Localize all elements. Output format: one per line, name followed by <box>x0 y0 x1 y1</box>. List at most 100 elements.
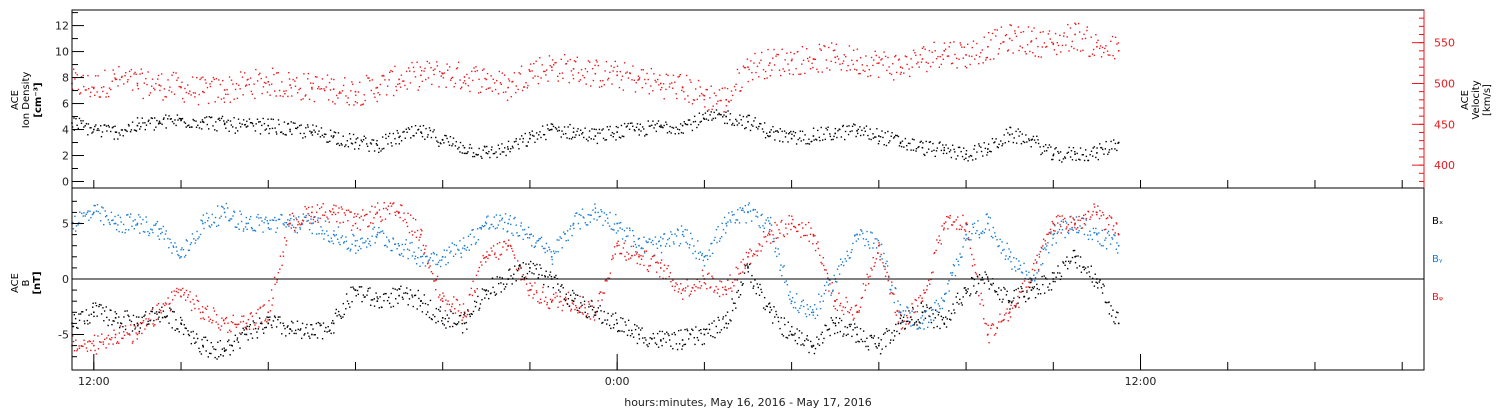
density-sample <box>427 134 429 136</box>
velocity-sample <box>586 70 589 73</box>
bz-sample <box>1060 225 1062 228</box>
bz-sample <box>242 320 245 323</box>
density-sample <box>706 110 709 112</box>
bz-sample <box>124 325 127 327</box>
by-sample <box>1007 258 1009 260</box>
bz-sample <box>574 308 576 311</box>
density-sample <box>183 121 186 123</box>
velocity-sample <box>1040 56 1042 58</box>
velocity-sample <box>539 57 541 59</box>
bz-sample <box>775 237 777 239</box>
density-sample <box>113 138 116 140</box>
density-sample <box>420 132 423 134</box>
velocity-sample <box>304 95 307 97</box>
bx-sample <box>430 318 433 320</box>
by-sample <box>174 242 176 244</box>
by-sample <box>1087 234 1089 236</box>
by-sample <box>1089 230 1091 232</box>
velocity-sample <box>203 91 205 94</box>
by-sample <box>352 233 354 236</box>
density-sample <box>436 140 438 142</box>
bx-point <box>790 333 793 336</box>
bz-sample <box>187 296 189 299</box>
by-point <box>202 222 204 225</box>
bz-sample <box>114 336 116 339</box>
bx-sample <box>395 298 397 300</box>
velocity-sample <box>1049 38 1051 40</box>
velocity-sample <box>298 88 300 91</box>
by-sample <box>901 321 903 323</box>
by-sample <box>250 226 253 229</box>
density-sample <box>824 138 827 141</box>
bz-sample <box>1031 268 1034 271</box>
bx-sample <box>576 294 579 297</box>
density-sample <box>577 128 579 130</box>
density-sample <box>1102 148 1104 151</box>
density-sample <box>688 119 691 121</box>
bz-sample <box>708 272 710 275</box>
velocity-sample <box>269 94 271 96</box>
velocity-sample <box>192 92 195 94</box>
by-sample <box>562 231 565 233</box>
velocity-sample <box>508 80 511 82</box>
velocity-sample <box>1074 22 1076 24</box>
velocity-sample <box>718 89 721 91</box>
bz-sample <box>724 288 726 291</box>
by-sample <box>1115 248 1118 250</box>
bx-sample <box>461 332 464 334</box>
bx-sample <box>123 316 125 318</box>
bx-sample <box>377 297 379 300</box>
bz-sample <box>439 299 442 301</box>
velocity-point <box>420 74 422 77</box>
velocity-sample <box>1014 32 1016 35</box>
bx-sample <box>628 329 630 332</box>
velocity-sample <box>404 84 406 87</box>
density-sample <box>459 141 462 144</box>
bx-sample <box>1028 297 1030 299</box>
bx-sample <box>741 284 743 286</box>
bz-sample <box>520 279 522 281</box>
by-sample <box>1064 236 1066 239</box>
bx-sample <box>162 310 165 312</box>
density-sample <box>596 142 599 145</box>
by-sample <box>967 236 970 239</box>
bx-sample <box>229 354 231 356</box>
bx-sample <box>623 331 625 333</box>
bz-sample <box>670 280 672 283</box>
bx-sample <box>1008 301 1010 304</box>
velocity-sample <box>982 62 984 64</box>
by-sample <box>254 230 257 232</box>
bx-sample <box>463 313 465 316</box>
density-sample <box>615 125 618 128</box>
bx-sample <box>891 332 893 334</box>
by-sample <box>954 274 957 277</box>
bz-sample <box>362 219 365 221</box>
density-sample <box>439 142 441 144</box>
velocity-sample <box>665 73 668 76</box>
bx-sample <box>195 333 198 335</box>
by-sample <box>90 216 92 219</box>
velocity-sample <box>635 82 637 84</box>
by-sample <box>517 235 519 237</box>
bz-sample <box>262 305 264 307</box>
bz-sample <box>539 298 542 300</box>
by-sample <box>230 218 233 220</box>
by-sample <box>126 214 128 216</box>
bx-sample <box>108 319 110 321</box>
velocity-sample <box>143 82 146 84</box>
density-sample <box>311 134 314 136</box>
by-sample <box>528 237 531 239</box>
velocity-sample <box>288 78 291 80</box>
bx-sample <box>1042 283 1044 286</box>
by-sample <box>211 224 213 226</box>
bz-sample <box>344 214 347 216</box>
bx-sample <box>764 308 766 311</box>
bz-sample <box>507 239 510 241</box>
bx-sample <box>126 310 128 312</box>
bz-sample <box>512 250 514 252</box>
bx-sample <box>273 315 276 317</box>
velocity-sample <box>843 54 846 56</box>
bz-sample <box>1078 215 1080 218</box>
velocity-sample <box>809 68 812 70</box>
by-sample <box>305 214 307 217</box>
